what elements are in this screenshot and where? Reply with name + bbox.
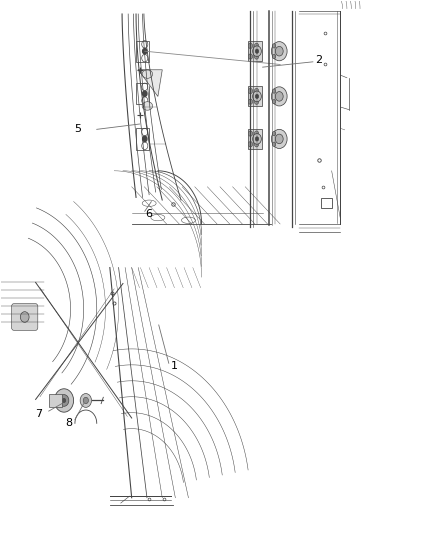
- Circle shape: [272, 89, 276, 93]
- Text: 6: 6: [145, 209, 152, 220]
- Circle shape: [83, 397, 88, 403]
- Circle shape: [255, 94, 259, 99]
- Circle shape: [143, 49, 147, 54]
- FancyBboxPatch shape: [248, 41, 262, 61]
- Circle shape: [54, 389, 74, 412]
- Circle shape: [253, 134, 261, 144]
- Circle shape: [20, 312, 29, 322]
- Text: 8: 8: [66, 418, 73, 428]
- Text: 1: 1: [171, 361, 178, 372]
- Circle shape: [143, 136, 147, 142]
- Circle shape: [276, 46, 283, 56]
- Ellipse shape: [142, 70, 152, 78]
- Text: 7: 7: [35, 409, 42, 419]
- Text: 2: 2: [315, 55, 322, 65]
- Circle shape: [248, 142, 253, 147]
- Circle shape: [272, 130, 287, 149]
- FancyBboxPatch shape: [12, 304, 38, 330]
- Circle shape: [276, 134, 283, 144]
- Circle shape: [272, 100, 276, 104]
- Circle shape: [272, 54, 276, 59]
- Ellipse shape: [142, 102, 152, 110]
- Circle shape: [59, 394, 69, 406]
- Circle shape: [272, 44, 276, 48]
- Circle shape: [272, 142, 276, 147]
- FancyBboxPatch shape: [49, 394, 62, 407]
- Circle shape: [62, 398, 66, 402]
- Circle shape: [248, 43, 253, 49]
- Circle shape: [248, 131, 253, 136]
- Polygon shape: [138, 70, 162, 96]
- Circle shape: [248, 88, 253, 94]
- Circle shape: [254, 142, 259, 147]
- Circle shape: [255, 137, 259, 141]
- Circle shape: [255, 49, 259, 53]
- Circle shape: [253, 91, 261, 102]
- FancyBboxPatch shape: [248, 86, 262, 107]
- Text: 5: 5: [74, 124, 81, 134]
- Circle shape: [143, 91, 147, 96]
- Circle shape: [253, 46, 261, 56]
- Circle shape: [272, 132, 276, 136]
- Circle shape: [254, 88, 259, 94]
- Circle shape: [254, 54, 259, 59]
- Circle shape: [254, 131, 259, 136]
- Circle shape: [272, 87, 287, 106]
- Circle shape: [254, 43, 259, 49]
- Circle shape: [248, 54, 253, 59]
- Circle shape: [272, 42, 287, 61]
- Circle shape: [254, 99, 259, 104]
- Circle shape: [248, 99, 253, 104]
- Circle shape: [80, 393, 92, 407]
- Circle shape: [276, 92, 283, 101]
- FancyBboxPatch shape: [248, 129, 262, 149]
